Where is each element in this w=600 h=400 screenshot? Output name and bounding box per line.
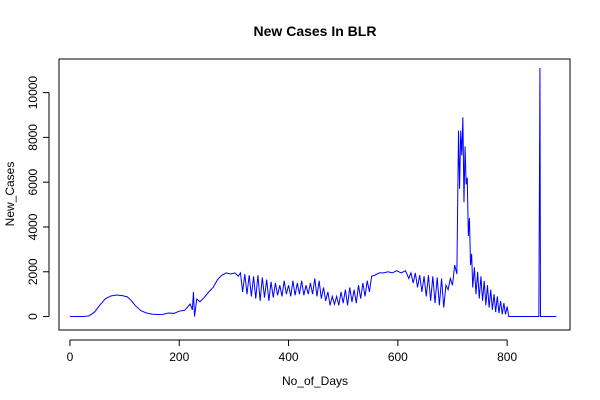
chart-title: New Cases In BLR — [254, 23, 377, 39]
y-tick-label: 2000 — [26, 258, 40, 285]
x-tick-label: 800 — [497, 350, 517, 364]
y-tick-label: 8000 — [26, 124, 40, 151]
x-axis-label: No_of_Days — [282, 374, 348, 388]
x-tick-label: 600 — [388, 350, 408, 364]
y-tick-label: 6000 — [26, 169, 40, 196]
plot-frame — [58, 58, 571, 331]
x-tick-label: 0 — [67, 350, 74, 364]
y-tick-label: 10000 — [26, 76, 40, 110]
y-axis-label: New_Cases — [3, 162, 17, 227]
series-line — [69, 67, 557, 318]
x-axis: 0 200 400 600 800 — [67, 339, 517, 364]
y-axis: 0 2000 4000 6000 8000 10000 — [26, 76, 50, 320]
x-tick-label: 200 — [169, 350, 189, 364]
y-tick-label: 4000 — [26, 213, 40, 240]
y-tick-label: 0 — [26, 313, 40, 320]
x-tick-label: 400 — [279, 350, 299, 364]
